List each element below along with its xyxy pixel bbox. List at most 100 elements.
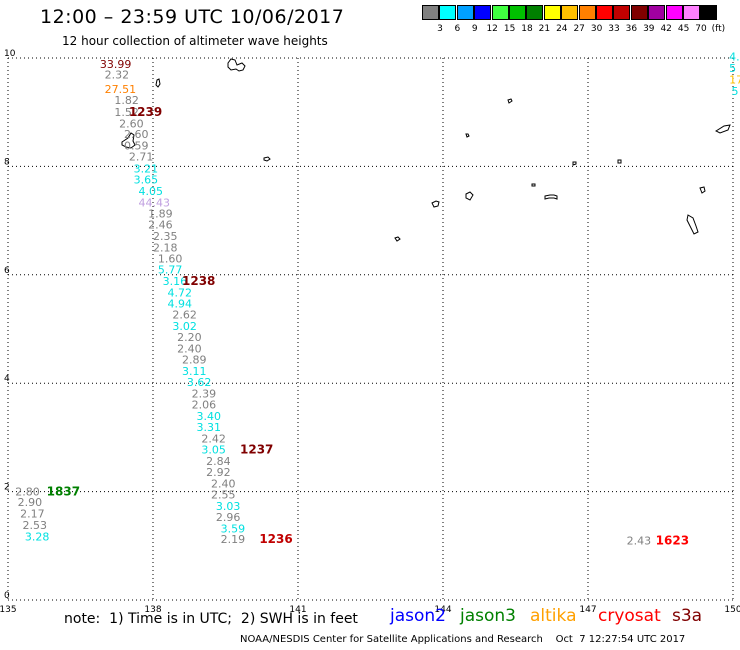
pass-time-label: 1236 <box>259 532 292 546</box>
wave-height-label: 44.43 <box>139 197 171 210</box>
wave-height-label: 4.72 <box>168 286 193 299</box>
legend-swatch <box>683 5 700 20</box>
pass-time-label: 1238 <box>182 274 215 288</box>
island <box>699 186 706 194</box>
island <box>572 161 577 166</box>
wave-height-label: 2.84 <box>206 455 231 468</box>
legend-label: 39 <box>643 24 655 34</box>
legend-swatch <box>491 5 509 20</box>
legend-label: 27 <box>573 24 585 34</box>
legend-label: 45 <box>677 24 690 34</box>
pass-time-label: 1239 <box>129 105 162 119</box>
wave-height-label: 1.60 <box>158 252 183 265</box>
wave-height-label: 2.92 <box>206 466 231 479</box>
y-tick-label: 4 <box>4 374 10 384</box>
wave-height-label: 2.89 <box>182 354 207 367</box>
pass-time-label: 1623 <box>656 534 689 548</box>
legend-label: 36 <box>625 24 638 34</box>
wave-height-label: 4.94 <box>168 297 193 310</box>
island <box>686 214 699 235</box>
wave-height-label: 1.89 <box>148 207 173 220</box>
wave-height-label: 3.02 <box>172 320 197 333</box>
y-tick-label: 10 <box>4 49 16 59</box>
wave-height-label: 0.59 <box>124 140 149 153</box>
wave-height-label: 3.16 <box>163 275 188 288</box>
wave-height-label: 2.55 <box>211 489 236 502</box>
wave-height-label: 2.71 <box>129 150 154 163</box>
legend-label: 6 <box>454 24 461 34</box>
island <box>507 98 513 104</box>
island <box>714 124 731 134</box>
wave-height-label: 2.06 <box>192 399 217 412</box>
legend-label: 12 <box>486 24 498 34</box>
island <box>227 58 246 72</box>
island <box>263 156 271 162</box>
x-tick-label: 138 <box>144 605 161 615</box>
wave-height-label: 2.90 <box>18 496 42 509</box>
legend-label: 21 <box>538 24 551 34</box>
legend-swatch <box>439 5 457 20</box>
wave-height-label: 3.21 <box>134 162 159 175</box>
wave-height-label: 5 <box>732 85 739 98</box>
wave-height-label: 3.11 <box>182 365 207 378</box>
legend-label: 33 <box>608 24 620 34</box>
chart-title: 12:00 – 23:59 UTC 10/06/2017 <box>40 6 345 28</box>
legend-swatch <box>526 5 544 20</box>
island <box>155 78 161 88</box>
wave-height-label: 2.40 <box>211 477 236 490</box>
legend-swatch <box>630 5 648 20</box>
legend-label: 18 <box>521 24 533 34</box>
x-tick-label: 150 <box>724 605 740 615</box>
wave-height-label: 27.51 <box>105 83 136 96</box>
wave-height-label: 2.80 <box>15 485 40 498</box>
x-tick-label: 135 <box>0 605 17 615</box>
wave-height-label: 2.43 <box>627 535 652 548</box>
legend-swatch <box>578 5 596 20</box>
island <box>121 132 136 149</box>
legend-swatch <box>700 5 718 20</box>
wave-height-label: 5 <box>729 62 736 75</box>
y-tick-label: 2 <box>4 483 10 493</box>
wave-height-label: 3.65 <box>134 174 159 187</box>
legend-swatch <box>422 5 439 20</box>
legend-swatch <box>648 5 666 20</box>
wave-height-label: 2.96 <box>216 511 241 524</box>
y-tick-label: 0 <box>4 591 10 601</box>
legend-label: 15 <box>503 24 516 34</box>
wave-height-label: 2.39 <box>192 387 217 400</box>
satellite-name: jason3 <box>460 606 516 626</box>
wave-height-label: 17 <box>729 73 740 86</box>
chart-subtitle: 12 hour collection of altimeter wave hei… <box>62 34 328 48</box>
legend-label: 42 <box>660 24 672 34</box>
legend-swatch <box>613 5 631 20</box>
satellite-name: jason2 <box>390 606 446 626</box>
wave-height-label: 2.20 <box>177 331 202 344</box>
legend-swatch <box>665 5 683 20</box>
note-text: note: 1) Time is in UTC; 2) SWH is in fe… <box>64 611 358 627</box>
wave-height-label: 4.05 <box>139 185 164 198</box>
wave-height-label: 2.35 <box>153 230 178 243</box>
wave-height-label: 3.03 <box>216 500 241 513</box>
wave-height-label: 2.19 <box>221 533 246 546</box>
wave-height-label: 2.32 <box>105 69 129 82</box>
x-tick-label: 141 <box>289 605 306 615</box>
island <box>544 194 558 200</box>
pass-time-label: 1837 <box>47 484 80 498</box>
wave-height-label: 33.99 <box>100 58 132 71</box>
y-tick-label: 6 <box>4 266 10 276</box>
wave-height-label: 1.52 <box>114 106 139 119</box>
footer-credit: NOAA/NESDIS Center for Satellite Applica… <box>240 634 686 645</box>
legend-swatch <box>561 5 579 20</box>
wave-height-label: 2.40 <box>177 342 202 355</box>
wave-height-label: 2.18 <box>153 241 178 254</box>
y-tick-label: 8 <box>4 157 10 167</box>
wave-height-label: 2.53 <box>23 519 48 532</box>
x-tick-label: 144 <box>434 605 451 615</box>
wave-height-label: 2.46 <box>148 219 173 232</box>
legend-label: 70 <box>695 24 707 34</box>
legend-swatch <box>474 5 492 20</box>
legend-label: 9 <box>471 24 478 34</box>
x-tick-label: 147 <box>579 605 596 615</box>
wave-height-label: 2.42 <box>201 432 226 445</box>
